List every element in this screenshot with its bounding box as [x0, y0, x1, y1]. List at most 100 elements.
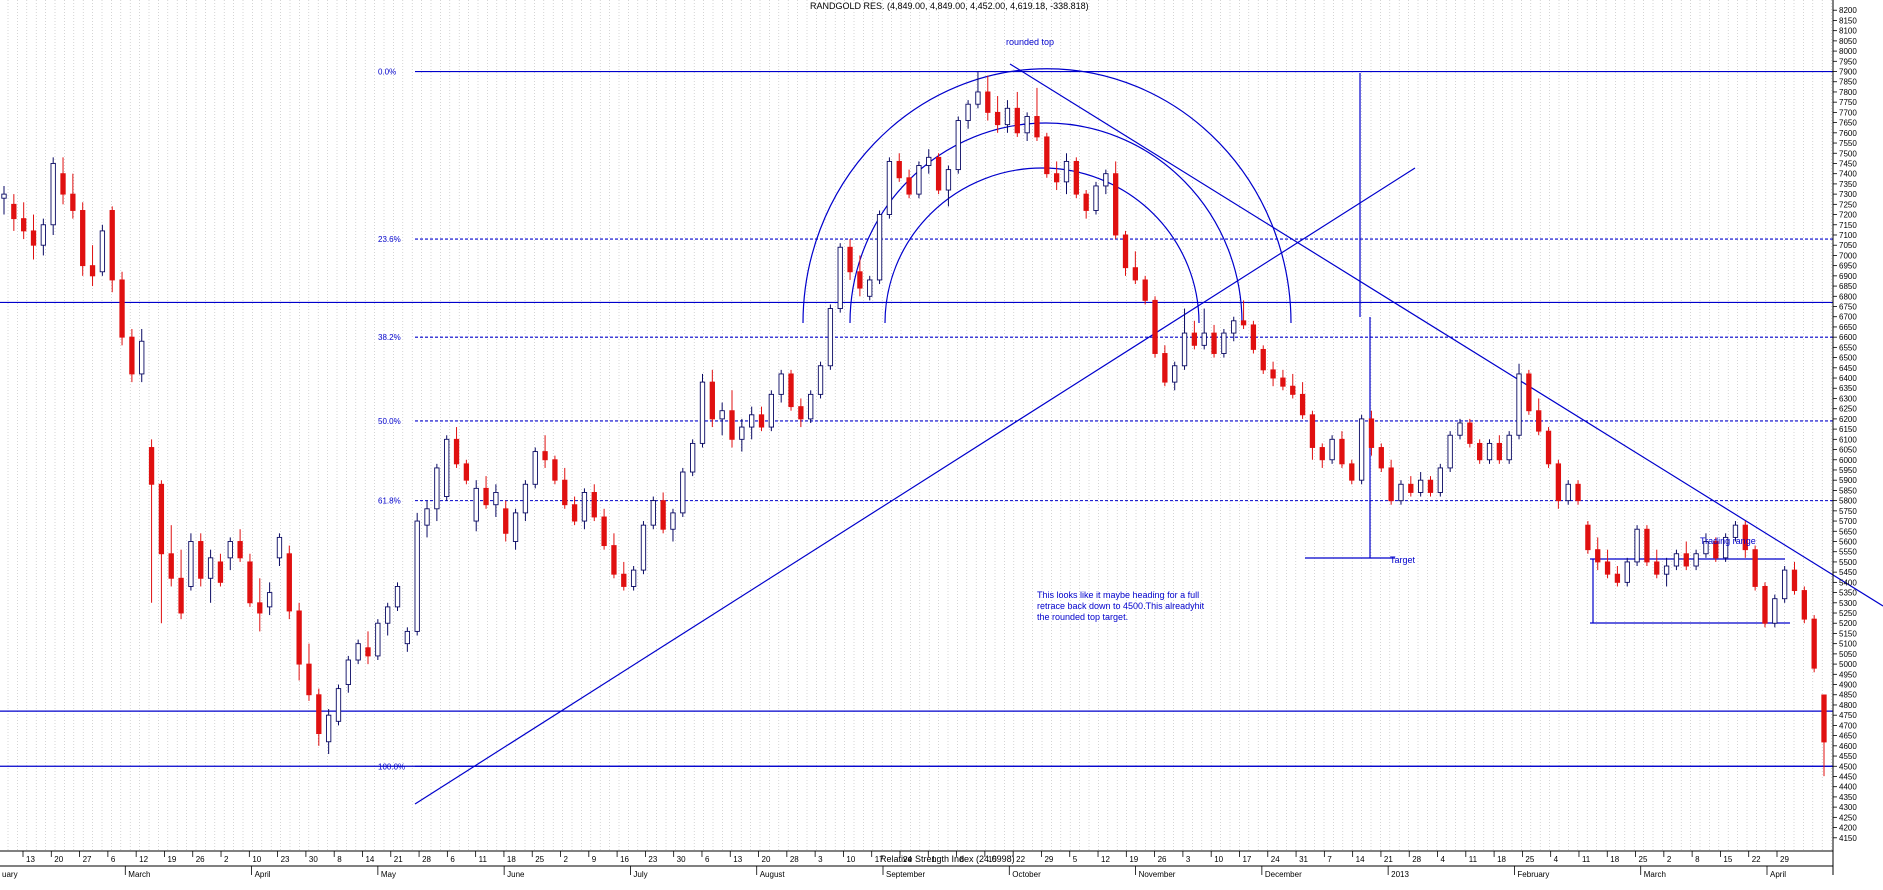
candle-body [837, 246, 843, 309]
candle-body [1791, 569, 1798, 591]
x-tick-label: 24 [903, 855, 912, 864]
candle-body [1408, 483, 1414, 493]
x-tick-label: 25 [1639, 855, 1648, 864]
candle-body [552, 459, 558, 481]
x-tick-label: 22 [1752, 855, 1761, 864]
annotation-trading-range: Trading range [1700, 536, 1756, 546]
annotation-commentary-line: This looks like it maybe heading for a f… [1037, 590, 1199, 600]
candle-body [876, 214, 883, 281]
candle-body [562, 479, 568, 506]
candle-body [994, 111, 1001, 126]
candle-body [414, 520, 420, 632]
y-tick-label: 6000 [1839, 456, 1857, 465]
candle-body [257, 602, 263, 614]
candle-body [965, 103, 971, 122]
grid-layer [7, 0, 1832, 851]
candle-body [1368, 418, 1375, 448]
x-tick-label: 1 [931, 855, 936, 864]
candle-body [985, 91, 991, 113]
candle-body [1673, 553, 1680, 567]
candle-body [749, 414, 755, 428]
y-tick-label: 7850 [1839, 78, 1857, 87]
candle-body [1417, 479, 1424, 493]
candle-body [1132, 267, 1139, 281]
candle-body [827, 308, 834, 367]
x-tick-label: 23 [281, 855, 290, 864]
y-tick-label: 5900 [1839, 476, 1857, 485]
x-tick-label: 3 [1186, 855, 1191, 864]
y-tick-label: 6300 [1839, 394, 1857, 403]
annotation-commentary-line: the rounded top target. [1037, 612, 1128, 622]
fib-level-label: 50.0% [378, 417, 401, 426]
candle-body [434, 467, 440, 510]
candle-body [286, 553, 292, 612]
y-tick-label: 5600 [1839, 537, 1857, 546]
y-tick-label: 6450 [1839, 364, 1857, 373]
candle-body [1142, 279, 1148, 301]
candle-body [1162, 353, 1168, 383]
annotation-target: Target [1390, 555, 1416, 565]
y-tick-label: 5000 [1839, 660, 1857, 669]
candle-body [1772, 598, 1778, 624]
candle-body [345, 659, 351, 685]
candle-body [886, 160, 893, 216]
candle-body [424, 508, 430, 526]
candle-body [1388, 467, 1394, 502]
candlesticks [1, 71, 1827, 777]
x-tick-label: 2 [1667, 855, 1672, 864]
candle-body [30, 230, 37, 246]
y-tick-label: 5200 [1839, 619, 1857, 628]
candle-body [906, 177, 912, 195]
x-tick-label: 22 [1016, 855, 1025, 864]
annotation-commentary: This looks like it maybe heading for a f… [1037, 590, 1205, 622]
x-tick-label: 18 [507, 855, 516, 864]
rounded-top-arc-inner [884, 167, 1200, 324]
y-tick-label: 4550 [1839, 752, 1857, 761]
y-tick-label: 6250 [1839, 405, 1857, 414]
x-tick-label: 8 [1695, 855, 1700, 864]
candle-body [1240, 320, 1247, 326]
candle-body [1781, 569, 1788, 600]
trendline-drawings [414, 63, 1883, 805]
y-tick-label: 4850 [1839, 691, 1857, 700]
x-tick-label: 11 [479, 855, 488, 864]
candle-body [935, 156, 942, 191]
candle-body [1683, 553, 1689, 567]
candle-body [719, 410, 725, 420]
candle-body [247, 561, 253, 604]
x-tick-label: 14 [365, 855, 374, 864]
rounded-top-arc-outer [802, 68, 1292, 324]
y-tick-label: 6100 [1839, 435, 1857, 444]
candle-body [1103, 173, 1109, 187]
candle-body [355, 643, 361, 661]
y-tick-label: 5300 [1839, 599, 1857, 608]
y-tick-label: 5950 [1839, 466, 1857, 475]
y-tick-label: 6700 [1839, 313, 1857, 322]
candle-body [1122, 234, 1129, 269]
candle-body [729, 410, 735, 440]
candle-body [1034, 116, 1040, 138]
x-tick-label: 28 [422, 855, 431, 864]
y-tick-label: 6350 [1839, 384, 1857, 393]
chart-title: RANDGOLD RES. (4,849.00, 4,849.00, 4,452… [810, 1, 1089, 11]
candle-body [70, 193, 76, 211]
y-tick-label: 4500 [1839, 762, 1857, 771]
x-tick-label: 12 [139, 855, 148, 864]
y-tick-label: 7300 [1839, 190, 1857, 199]
x-tick-label: 23 [648, 855, 657, 864]
x-tick-label: 17 [1242, 855, 1251, 864]
candle-body [158, 483, 165, 555]
candle-body [1663, 565, 1670, 575]
candle-body [473, 487, 479, 522]
x-tick-label: 11 [1469, 855, 1478, 864]
candle-body [808, 393, 814, 420]
x-tick-label: 29 [1780, 855, 1789, 864]
candle-body [1624, 561, 1630, 583]
candle-body [385, 606, 391, 624]
x-tick-label: 26 [196, 855, 205, 864]
y-tick-label: 7900 [1839, 68, 1857, 77]
candle-body [296, 610, 302, 665]
candle-body [316, 694, 322, 735]
candle-body [1211, 332, 1217, 354]
